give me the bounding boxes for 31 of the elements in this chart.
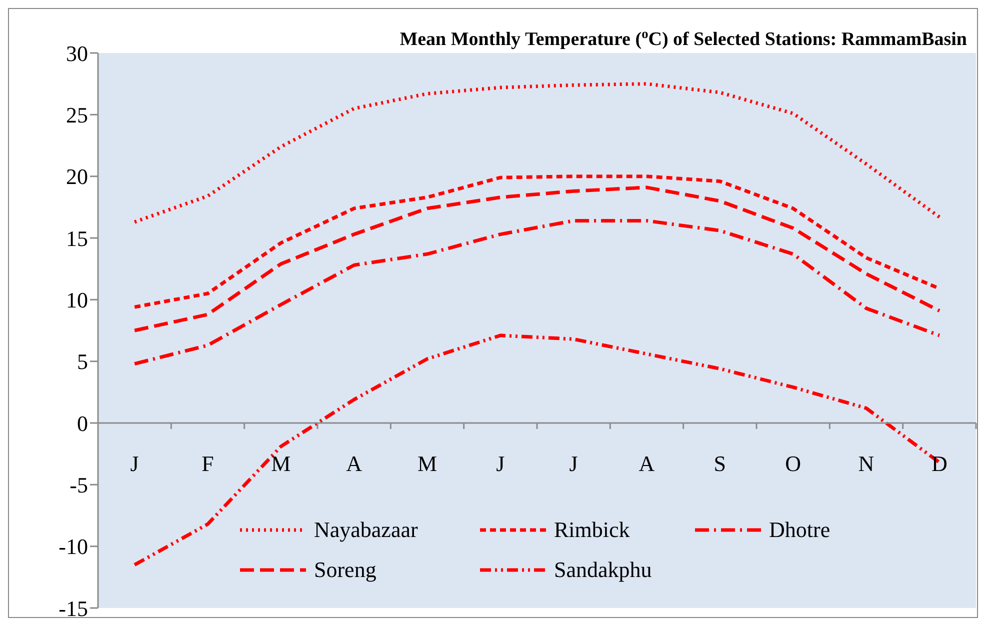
y-tick-label: 20 <box>66 164 88 190</box>
legend-label: Dhotre <box>769 517 830 543</box>
x-tick-label: A <box>346 451 362 476</box>
line-series <box>132 218 942 366</box>
legend-label: Soreng <box>314 557 376 583</box>
x-tick-label: O <box>785 451 802 476</box>
x-tick-label: D <box>931 451 948 476</box>
legend-label: Rimbick <box>554 517 630 543</box>
y-tick-label: 0 <box>77 410 88 436</box>
x-tick-label: M <box>417 451 438 476</box>
x-tick-label: A <box>638 451 655 476</box>
y-tick-label: 30 <box>66 40 88 66</box>
line-series <box>132 186 942 332</box>
legend-label: Nayabazaar <box>314 517 418 543</box>
x-tick-label: J <box>130 451 140 476</box>
x-tick-label: J <box>496 451 506 476</box>
legend-label: Sandakphu <box>554 557 652 583</box>
y-tick-label: -15 <box>58 596 88 621</box>
x-tick-label: N <box>858 451 874 476</box>
y-tick-label: -5 <box>70 472 88 498</box>
line-series <box>132 82 942 224</box>
x-tick-label: M <box>271 451 291 476</box>
y-tick-label: 15 <box>66 226 88 251</box>
y-tick-label: 25 <box>66 102 88 128</box>
x-tick-label: S <box>714 451 726 476</box>
x-tick-label: F <box>202 451 214 476</box>
x-tick-label: J <box>569 451 578 476</box>
chart-title: Mean Monthly Temperature ($^{o}$C) of Selected Stations: RammamBasin <box>400 26 968 50</box>
y-tick-label: -10 <box>58 534 88 560</box>
y-tick-label: 10 <box>66 287 88 312</box>
y-tick-label: 5 <box>77 349 88 374</box>
